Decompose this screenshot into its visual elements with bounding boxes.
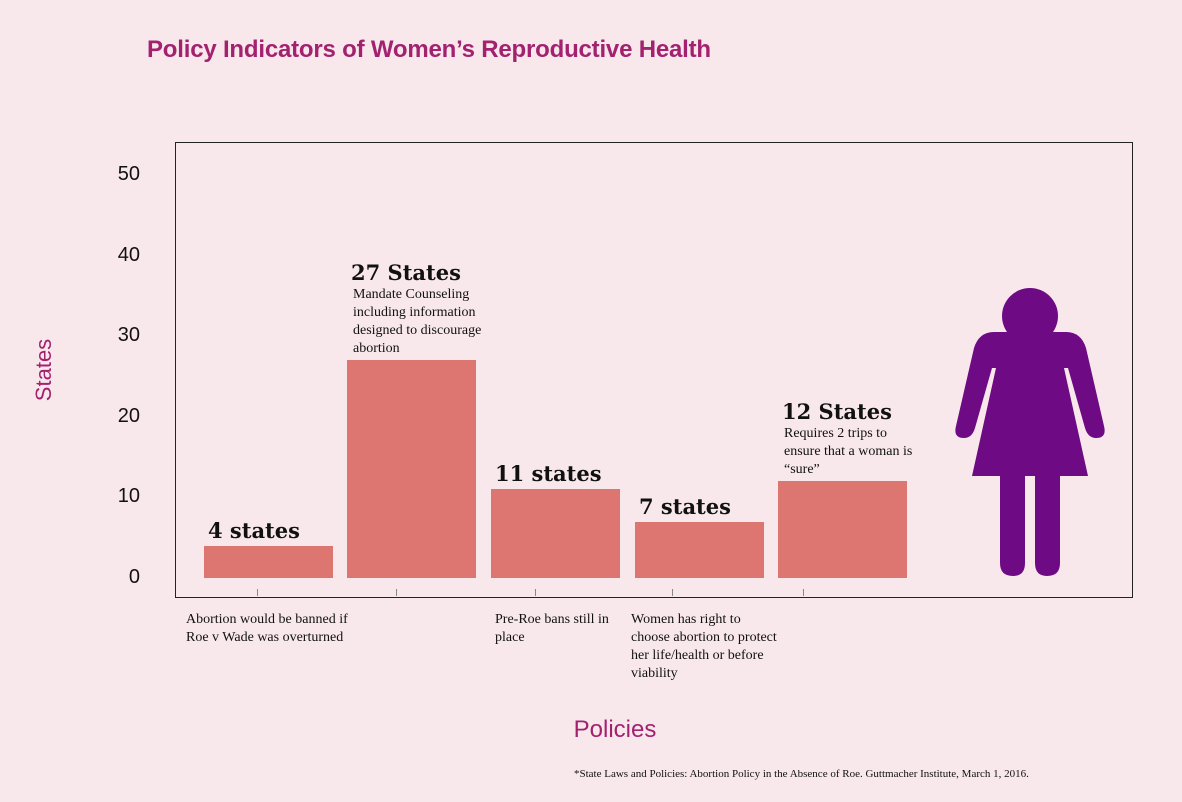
- x-tick-mark: [672, 589, 673, 596]
- y-tick-label: 30: [117, 324, 140, 347]
- category-note: Abortion would be banned if Roe v Wade w…: [186, 612, 348, 645]
- category-note: Pre-Roe bans still in place: [495, 612, 609, 645]
- x-tick-mark: [257, 589, 258, 596]
- bar-value-label: 12 States: [782, 399, 892, 425]
- y-tick-label: 20: [117, 404, 140, 427]
- bar-value-label: 27 States: [351, 260, 461, 286]
- bar: [635, 521, 764, 578]
- x-tick-mark: [803, 589, 804, 596]
- plot-area: [175, 142, 1133, 598]
- bar: [204, 545, 333, 578]
- category-note: Women has right to choose abortion to pr…: [631, 612, 777, 681]
- y-tick-label: 0: [128, 566, 140, 588]
- bar: [778, 481, 907, 578]
- bar: [491, 489, 620, 578]
- bar: [347, 360, 476, 578]
- woman-icon: [955, 288, 1105, 576]
- bar-value-label: 7 states: [639, 493, 731, 519]
- bar-description: Requires 2 trips to ensure that a woman …: [784, 426, 913, 478]
- bar-value-label: 11 states: [495, 461, 602, 487]
- y-tick-label: 40: [117, 243, 140, 266]
- y-axis-label: States: [31, 338, 56, 402]
- source-note: *State Laws and Policies: Abortion Polic…: [574, 768, 1029, 780]
- x-tick-mark: [396, 589, 397, 596]
- x-tick-mark: [535, 589, 536, 596]
- x-axis-label: Policies: [573, 716, 657, 743]
- y-tick-label: 50: [117, 163, 140, 185]
- y-tick-label: 10: [117, 485, 140, 508]
- bar-value-label: 4 states: [208, 517, 300, 543]
- bar-description: Mandate Counseling including information…: [353, 287, 482, 357]
- chart-title: Policy Indicators of Women’s Reproductiv…: [147, 36, 711, 63]
